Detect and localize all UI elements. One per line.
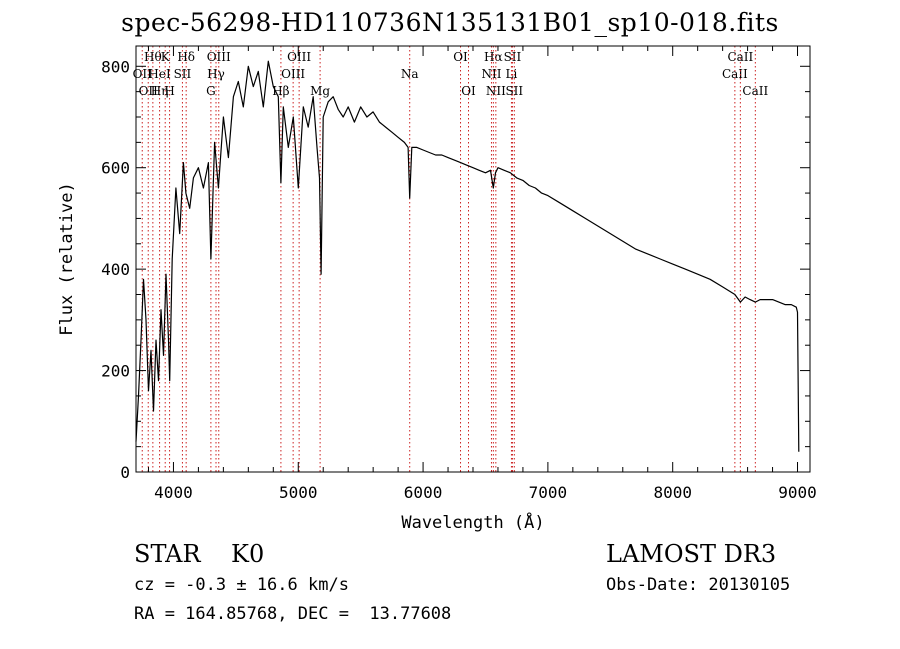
redshift-cz: cz = -0.3 ± 16.6 km/s <box>134 575 349 595</box>
ra-dec: RA = 164.85768, DEC = 13.77608 <box>134 604 452 624</box>
spectral-line-label: OI <box>453 50 468 64</box>
spectral-line-label: CaII <box>722 67 748 81</box>
y-tick-label: 400 <box>101 260 130 279</box>
x-tick-label: 8000 <box>653 483 692 502</box>
spectral-line-label: Li <box>506 67 518 81</box>
spectrum-line <box>135 60 800 452</box>
spectral-line-label: CaII <box>742 84 768 98</box>
spectral-line-label: Hγ <box>207 67 225 81</box>
obs-date: Obs-Date: 20130105 <box>606 575 791 595</box>
x-tick-label: 5000 <box>279 483 318 502</box>
y-tick-label: 600 <box>101 159 130 178</box>
chart-title: spec-56298-HD110736N135131B01_sp10-018.f… <box>121 8 779 37</box>
spectral-line-label: OIII <box>281 67 305 81</box>
spectral-line-label: OI <box>461 84 476 98</box>
spectral-line-label: CaII <box>727 50 753 64</box>
x-tick-label: 7000 <box>529 483 568 502</box>
spectral-line-label: Hδ <box>177 50 195 64</box>
spectral-line-label: SII <box>174 67 192 81</box>
y-axis-label: Flux (relative) <box>57 182 77 336</box>
x-tick-label: 9000 <box>778 483 817 502</box>
object-class: STAR K0 <box>134 540 265 568</box>
spectral-line-label: Mg <box>310 84 330 98</box>
spectral-line-label: OII <box>133 67 153 81</box>
spectral-line-label: NII <box>481 67 501 81</box>
y-tick-label: 200 <box>101 362 130 381</box>
spectral-line-label: Na <box>401 67 419 81</box>
spectral-line-label: Hα <box>484 50 503 64</box>
spectral-line-label: SII <box>504 50 522 64</box>
y-tick-label: 800 <box>101 57 130 76</box>
y-tick-label: 0 <box>120 463 130 482</box>
x-axis-label: Wavelength (Å) <box>401 511 544 533</box>
spectral-line-label: OIII <box>287 50 311 64</box>
spectral-line-label: HeI <box>148 67 171 81</box>
x-tick-label: 6000 <box>404 483 443 502</box>
plot-frame <box>135 45 811 473</box>
spectral-line-label: H <box>164 84 174 98</box>
spectral-line-label: SII <box>505 84 523 98</box>
survey-name: LAMOST DR3 <box>606 540 777 568</box>
spectral-line-label: NII <box>486 84 506 98</box>
spectral-line-label: OIII <box>207 50 231 64</box>
spectral-line-label: Hθ <box>144 50 162 64</box>
spectral-line-label: K <box>161 50 171 64</box>
spectral-line-label: Hη <box>151 84 169 98</box>
x-tick-label: 4000 <box>154 483 193 502</box>
spectral-line-label: G <box>206 84 216 98</box>
